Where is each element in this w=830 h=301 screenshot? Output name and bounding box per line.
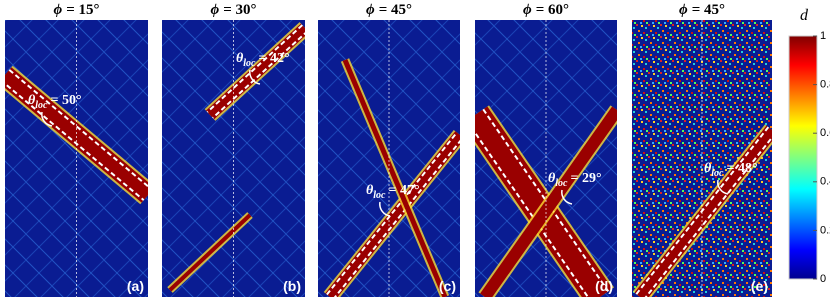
panel-field xyxy=(162,20,305,297)
theta-symbol: θ xyxy=(236,51,244,66)
crack-band xyxy=(5,67,148,203)
angle-arc xyxy=(561,189,573,205)
title-symbol: ϕ xyxy=(366,2,375,18)
angle-arc xyxy=(249,69,261,85)
crack-band xyxy=(480,106,617,297)
crack-band xyxy=(475,106,613,297)
crack-edge-line xyxy=(8,69,148,188)
crack-band xyxy=(205,23,305,120)
colorbar-tick-label: 0 xyxy=(820,273,826,285)
panel-tag: (a) xyxy=(127,278,144,294)
theta-text: = 47° xyxy=(389,183,420,198)
theta-text: = 29° xyxy=(571,171,602,186)
title-text: = 45° xyxy=(692,2,725,18)
panel-title: ϕ = 15° xyxy=(54,2,100,18)
angle-arc xyxy=(379,201,391,217)
crack-edge-line xyxy=(5,82,145,201)
title-text: = 60° xyxy=(536,2,569,18)
colorbar-tick-label: 0.2 xyxy=(820,224,830,236)
title-symbol: ϕ xyxy=(523,2,532,18)
theta-subscript: loc xyxy=(35,100,48,111)
title-text: = 30° xyxy=(223,2,256,18)
theta-subscript: loc xyxy=(373,190,386,201)
theta-subscript: loc xyxy=(555,178,568,189)
colorbar xyxy=(788,35,818,280)
panel xyxy=(162,20,305,297)
crack-band xyxy=(325,131,460,297)
panel-title: ϕ = 45° xyxy=(366,2,412,18)
panel xyxy=(475,20,617,297)
crack-edge-line xyxy=(482,108,610,292)
angle-annotation: θloc = 48° xyxy=(704,161,758,179)
crack-band xyxy=(342,59,448,297)
colorbar-tick-label: 1 xyxy=(820,30,826,42)
panel-tag: (b) xyxy=(283,278,301,294)
crack-edge-line xyxy=(206,24,303,113)
theta-symbol: θ xyxy=(28,93,36,108)
theta-subscript: loc xyxy=(243,58,256,69)
angle-annotation: θloc = 50° xyxy=(28,93,82,111)
panel xyxy=(5,20,148,297)
panel xyxy=(632,20,772,297)
title-text: = 15° xyxy=(66,2,99,18)
colorbar-tick-label: 0.6 xyxy=(820,127,830,139)
angle-arc xyxy=(717,179,729,195)
angle-arc xyxy=(41,111,53,127)
theta-symbol: θ xyxy=(704,161,712,176)
angle-annotation: θloc = 29° xyxy=(548,171,602,189)
panel-tag: (c) xyxy=(439,278,456,294)
panel-title: ϕ = 30° xyxy=(211,2,257,18)
colorbar-tick-label: 0.4 xyxy=(820,176,830,188)
colorbar-label: d xyxy=(800,7,809,24)
crack-band xyxy=(634,125,772,297)
angle-annotation: θloc = 47° xyxy=(366,183,420,201)
crack-band xyxy=(168,213,252,292)
panel-tag: (d) xyxy=(595,278,613,294)
panel xyxy=(318,20,460,297)
crack-edge-line xyxy=(333,139,460,297)
title-text: = 45° xyxy=(379,2,412,18)
crack-edge-line xyxy=(644,135,772,297)
panel-title: ϕ = 60° xyxy=(523,2,569,18)
panel-title: ϕ = 45° xyxy=(679,2,725,18)
title-symbol: ϕ xyxy=(211,2,220,18)
theta-symbol: θ xyxy=(548,171,556,186)
title-symbol: ϕ xyxy=(679,2,688,18)
theta-symbol: θ xyxy=(366,183,374,198)
crack-edge-line xyxy=(326,131,458,296)
colorbar-tick-label: 0.8 xyxy=(820,79,830,91)
panel-tag: (e) xyxy=(751,278,768,294)
theta-subscript: loc xyxy=(711,168,724,179)
theta-text: = 48° xyxy=(727,161,758,176)
angle-annotation: θloc = 42° xyxy=(236,51,290,69)
theta-text: = 42° xyxy=(259,51,290,66)
title-symbol: ϕ xyxy=(54,2,63,18)
panel-field xyxy=(5,20,148,297)
crack-edge-line xyxy=(212,32,305,119)
theta-text: = 50° xyxy=(51,93,82,108)
crack-edge-line xyxy=(475,130,590,297)
crack-edge-line xyxy=(635,126,770,295)
